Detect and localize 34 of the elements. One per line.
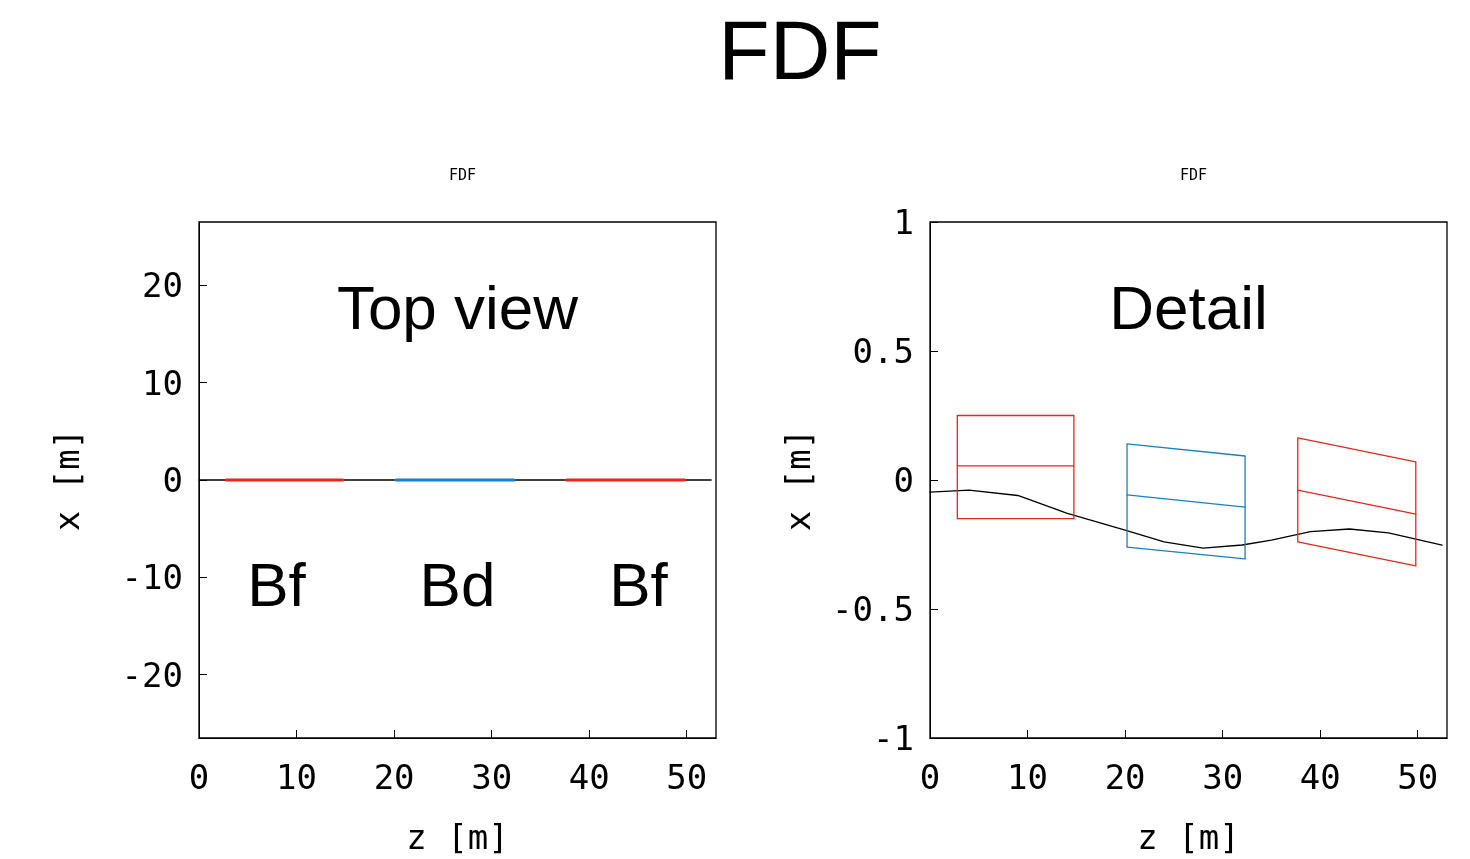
x-tick-label: 0: [188, 757, 210, 797]
y-axis-title: x [m]: [778, 428, 818, 532]
y-tick-label: -1: [873, 718, 914, 758]
y-tick-label: -0.5: [832, 589, 914, 629]
x-tick-label: 20: [373, 757, 415, 797]
y-tick-label: 0: [162, 460, 183, 500]
y-tick-label: 0.5: [852, 331, 914, 371]
y-tick-label: 20: [142, 265, 183, 306]
x-tick-label: 50: [1397, 757, 1439, 797]
x-tick-label: 30: [1202, 757, 1244, 797]
annotation: Bf: [609, 549, 669, 619]
x-tick-label: 20: [1104, 757, 1146, 797]
x-axis-title: z [m]: [1137, 817, 1240, 857]
x-tick-label: 50: [666, 757, 708, 797]
x-axis-title: z [m]: [406, 817, 509, 857]
annotation: Detail: [1109, 272, 1268, 342]
chart-subtitle: FDF: [448, 165, 477, 184]
annotation: Top view: [336, 272, 579, 342]
annotation: Bd: [419, 549, 496, 619]
x-tick-label: 40: [1299, 757, 1341, 797]
x-tick-label: 30: [471, 757, 513, 797]
y-tick-label: 1: [893, 202, 914, 242]
y-tick-label: -10: [121, 557, 183, 598]
x-tick-label: 40: [568, 757, 610, 797]
annotation: Bf: [247, 549, 307, 619]
x-tick-label: 10: [276, 757, 318, 797]
y-axis-title: x [m]: [47, 428, 87, 532]
chart-title: FDF: [717, 2, 883, 99]
y-tick-label: 10: [142, 362, 183, 403]
y-tick-label: 0: [893, 460, 914, 500]
x-tick-label: 0: [919, 757, 941, 797]
y-tick-label: -20: [121, 654, 183, 695]
chart-subtitle: FDF: [1179, 165, 1208, 184]
x-tick-label: 10: [1007, 757, 1049, 797]
